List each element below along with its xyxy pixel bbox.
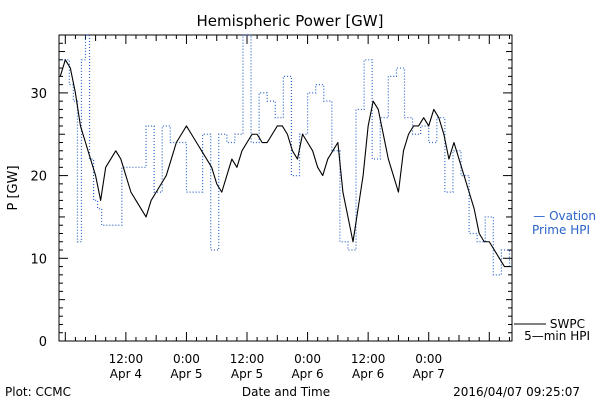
series-ovation-line [61, 34, 512, 276]
legend-ovation-line1: — Ovation [533, 209, 596, 223]
y-tick-label: 30 [30, 87, 47, 102]
x-tick-time-label: 0:00 [173, 352, 200, 366]
chart-title: Hemispheric Power [GW] [197, 12, 384, 30]
legend-swpc-line2: 5—min HPI [524, 329, 590, 343]
legend-ovation-line2: Prime HPI [532, 223, 590, 237]
plot-credit: Plot: CCMC [5, 385, 71, 399]
y-tick-label: 0 [39, 335, 47, 350]
x-tick-date-label: Apr 6 [291, 367, 323, 381]
x-tick-time-label: 0:00 [294, 352, 321, 366]
series-layer [59, 34, 512, 276]
x-tick-date-label: Apr 6 [352, 367, 384, 381]
x-tick-time-label: 0:00 [415, 352, 442, 366]
x-tick-date-label: Apr 5 [170, 367, 202, 381]
x-tick-time-label: 12:00 [109, 352, 144, 366]
legend-swpc-line1: SWPC [550, 317, 585, 331]
x-tick-time-label: 12:00 [230, 352, 265, 366]
y-axis-label: P [GW] [6, 165, 21, 210]
x-tick-date-label: Apr 5 [231, 367, 263, 381]
plot-timestamp: 2016/04/07 09:25:07 [453, 385, 580, 399]
y-tick-label: 10 [30, 252, 47, 267]
y-axis: 0 10 20 30 [30, 34, 512, 350]
series-swpc-line [59, 59, 510, 268]
x-tick-time-label: 12:00 [351, 352, 386, 366]
plot-frame [58, 34, 513, 342]
x-axis-label: Date and Time [242, 385, 330, 399]
x-tick-date-label: Apr 4 [110, 367, 142, 381]
x-tick-date-label: Apr 7 [413, 367, 445, 381]
y-tick-label: 20 [30, 170, 47, 185]
